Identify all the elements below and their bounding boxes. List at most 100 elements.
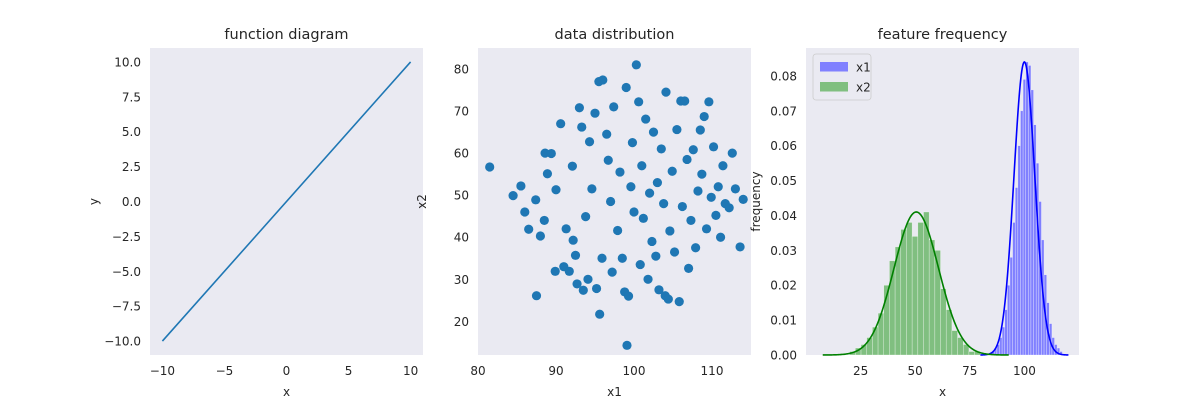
line-series: [161, 61, 412, 342]
histogram-bar: [951, 330, 958, 356]
panel-feature-frequency: feature frequency x frequency 25 50 75 100 …: [749, 27, 1079, 399]
y-tick-label: 0.08: [770, 69, 797, 83]
scatter-point: [578, 285, 588, 295]
panel-data-distribution: data distribution x1 x2 80 90 100 110 20 30 4…: [415, 27, 751, 399]
scatter-point: [584, 137, 595, 147]
scatter-point: [531, 195, 541, 205]
y-tick-label: 70: [454, 105, 469, 119]
scatter-point: [669, 247, 680, 257]
scatter-point: [648, 127, 659, 137]
scatter-point: [713, 182, 723, 192]
scatter-point: [677, 201, 687, 212]
y-tick-label: 2.5: [122, 160, 141, 174]
scatter-point: [711, 210, 721, 220]
panel-function-diagram: function diagram x y −10 −5 0 5 10 −10.0 −7.5…: [87, 27, 423, 399]
scatter-point: [680, 96, 690, 106]
scatter-point: [598, 75, 608, 85]
scatter-point: [597, 253, 607, 263]
scatter-point: [535, 231, 546, 241]
x-axis-ticks: 80 90 100 110: [470, 364, 723, 378]
scatter-point: [704, 97, 714, 107]
scatter-point: [665, 226, 675, 236]
y-axis-label: frequency: [749, 171, 763, 231]
histogram-bar: [962, 344, 970, 356]
scatter-point: [539, 215, 549, 226]
scatter-point: [654, 285, 664, 295]
scatter-point: [643, 274, 653, 284]
chart-title: function diagram: [224, 27, 348, 43]
x-tick-label: 5: [345, 364, 353, 378]
scatter-point: [607, 267, 617, 277]
scatter-point: [485, 162, 495, 172]
chart-title: data distribution: [555, 27, 675, 43]
x-tick-label: 100: [1013, 364, 1036, 378]
y-tick-label: 20: [454, 315, 469, 329]
x-tick-label: 80: [470, 364, 485, 378]
scatter-point: [626, 182, 636, 192]
scatter-point: [730, 184, 741, 194]
y-tick-label: 60: [454, 147, 469, 161]
scatter-point: [691, 243, 701, 253]
scatter-point: [627, 138, 638, 148]
y-tick-label: −7.5: [112, 300, 141, 314]
x-tick-label: 50: [908, 364, 923, 378]
scatter-point: [693, 186, 703, 196]
histogram-bar: [1020, 110, 1024, 356]
scatter-point: [695, 125, 705, 135]
scatter-point: [641, 114, 651, 124]
y-tick-label: −2.5: [112, 230, 141, 244]
scatter-point: [606, 196, 616, 207]
legend-label-x2: x2: [856, 81, 871, 95]
histogram-bar: [1001, 326, 1005, 356]
scatter-point: [735, 242, 745, 252]
x-tick-label: 90: [548, 364, 563, 378]
scatter-point: [546, 148, 556, 159]
scatter-point: [738, 194, 748, 204]
scatter-point: [706, 192, 716, 202]
x-tick-label: 25: [853, 364, 868, 378]
y-axis-ticks: 0.00 0.01 0.02 0.03 0.04 0.05 0.06 0.07 0.08: [770, 69, 797, 362]
scatter-point: [572, 279, 582, 289]
y-tick-label: 0.04: [770, 209, 797, 223]
scatter-point: [715, 232, 726, 242]
x-tick-label: −10: [150, 364, 175, 378]
scatter-point: [603, 155, 613, 165]
y-axis-label: x2: [415, 194, 429, 209]
scatter-point: [550, 266, 560, 276]
scatter-point: [617, 253, 627, 263]
scatter-point: [590, 108, 600, 118]
x-tick-label: 110: [701, 364, 724, 378]
scatter-point: [727, 148, 737, 158]
y-tick-label: 7.5: [122, 90, 141, 104]
y-tick-label: 0.06: [770, 139, 797, 153]
scatter-point: [638, 213, 648, 223]
y-tick-label: 0.07: [770, 104, 797, 118]
scatter-point: [686, 215, 696, 226]
x-axis-label: x: [939, 385, 946, 399]
histogram-bar: [1017, 145, 1021, 356]
scatter-point: [613, 225, 623, 236]
histogram-bar: [957, 337, 964, 356]
scatter-point: [570, 250, 581, 260]
series-x2: [849, 211, 981, 356]
scatter-point: [697, 169, 707, 179]
legend-label-x1: x1: [856, 61, 871, 75]
scatter-points: [485, 60, 748, 350]
y-tick-label: 30: [454, 273, 469, 287]
legend-swatch-x2: [820, 82, 848, 92]
y-tick-label: 80: [454, 63, 469, 77]
x-tick-label: 100: [623, 364, 646, 378]
scatter-point: [637, 161, 647, 171]
scatter-point: [674, 296, 684, 307]
histogram-bar: [940, 288, 947, 356]
y-tick-label: −10.0: [104, 335, 141, 349]
y-axis-ticks: 20 30 40 50 60 70 80: [454, 63, 469, 329]
scatter-point: [663, 294, 673, 304]
histogram-bar: [906, 222, 913, 356]
scatter-point: [718, 161, 728, 171]
histogram-bar: [1014, 187, 1019, 356]
scatter-point: [645, 188, 655, 198]
scatter-point: [520, 207, 530, 217]
x-axis-label: x: [283, 385, 290, 399]
